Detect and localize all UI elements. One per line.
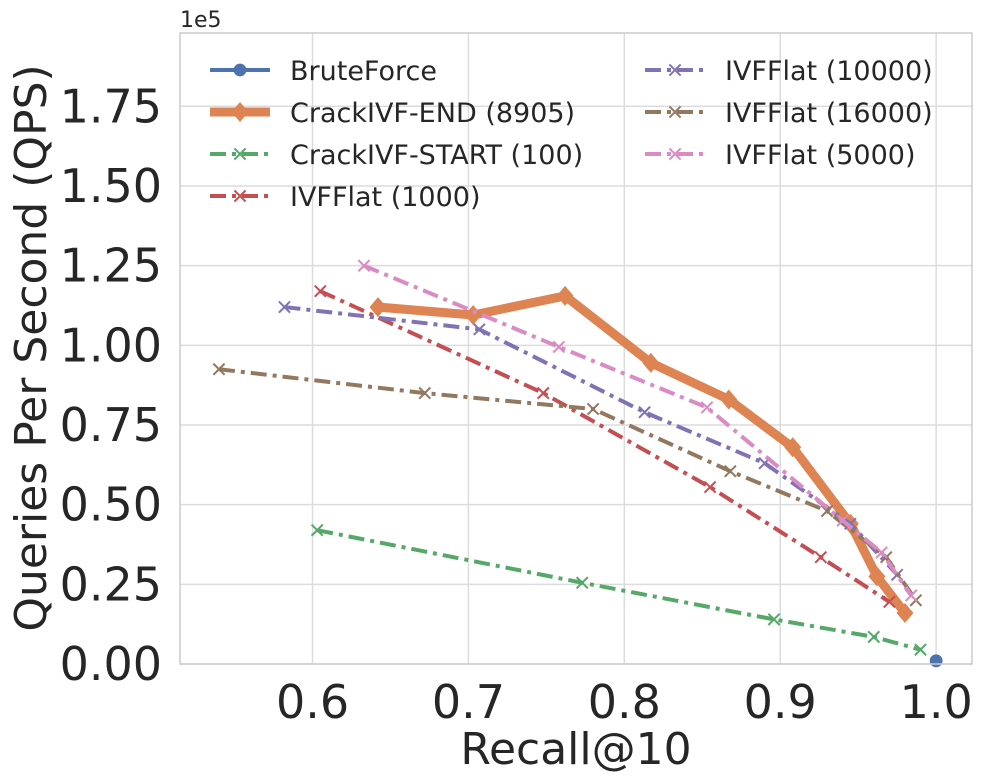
data-point: [867, 630, 881, 644]
data-point: [668, 63, 682, 77]
series-ivfflat-1000: [314, 284, 896, 609]
data-point: [700, 401, 714, 414]
data-point: [369, 297, 387, 318]
data-point: [642, 352, 660, 373]
data-point: [556, 285, 574, 306]
data-point: [314, 284, 327, 298]
y-tick-label: 1.25: [60, 239, 162, 293]
data-point: [767, 613, 781, 626]
data-point: [233, 63, 247, 77]
series-bruteforce: [929, 654, 943, 668]
data-point: [668, 147, 682, 161]
series-crackivf-start-100: [310, 523, 927, 656]
data-point: [212, 362, 226, 376]
data-point: [820, 504, 834, 518]
x-tick-label: 0.7: [432, 675, 505, 729]
data-point: [914, 643, 927, 656]
x-tick-label: 0.8: [588, 675, 661, 729]
legend-entry: IVFFlat (10000): [645, 56, 933, 87]
y-offset-label: 1e5: [180, 8, 222, 33]
series-ivfflat-5000: [357, 259, 918, 602]
x-axis-label: Recall@10: [460, 724, 691, 775]
y-axis-label: Queries Per Second (QPS): [6, 64, 57, 631]
data-point: [575, 576, 589, 590]
y-tick-label: 0.75: [60, 398, 162, 452]
legend-label: IVFFlat (5000): [725, 140, 916, 171]
data-point: [638, 405, 651, 419]
data-point: [784, 437, 802, 458]
legend-entry: IVFFlat (1000): [210, 182, 481, 213]
y-tick-label: 0.00: [60, 637, 162, 691]
data-point: [929, 654, 943, 668]
data-point: [418, 386, 432, 400]
series-line: [319, 289, 891, 604]
x-tick-label: 0.6: [276, 675, 349, 729]
y-tick-label: 1.75: [60, 79, 162, 133]
data-point: [883, 595, 896, 609]
y-tick-label: 0.25: [60, 557, 162, 611]
data-point: [904, 589, 918, 602]
data-point: [233, 189, 247, 203]
series-line: [363, 263, 913, 597]
series-line: [284, 305, 899, 577]
data-point: [310, 523, 324, 537]
legend-label: CrackIVF-START (100): [290, 140, 583, 171]
x-tick-labels: 0.6 0.7 0.8 0.9 1.0: [276, 675, 973, 729]
data-point: [703, 480, 717, 494]
grid: [180, 33, 972, 665]
legend-entry: BruteForce: [210, 56, 437, 87]
y-tick-labels: 0.00 0.25 0.50 0.75 1.00 1.25 1.50 1.75: [60, 79, 162, 691]
y-tick-label: 1.50: [60, 159, 162, 213]
data-point: [844, 517, 857, 531]
legend-label: IVFFlat (1000): [290, 182, 481, 213]
series-lines: [212, 259, 943, 668]
data-point: [536, 386, 550, 400]
legend-label: CrackIVF-END (8905): [290, 98, 575, 129]
legend-label: IVFFlat (16000): [725, 98, 933, 129]
data-point: [278, 300, 291, 314]
data-point: [668, 105, 682, 119]
y-tick-label: 0.50: [60, 478, 162, 532]
legend-entry: CrackIVF-END (8905): [210, 98, 575, 129]
data-point: [357, 259, 371, 272]
data-point: [720, 389, 738, 410]
data-point: [552, 340, 566, 354]
data-point: [231, 102, 249, 122]
data-point: [473, 323, 486, 336]
data-point: [233, 147, 247, 161]
data-point: [868, 566, 886, 587]
plot-frame: [179, 32, 973, 665]
x-tick-label: 1.0: [900, 675, 973, 729]
data-point: [875, 546, 888, 559]
data-point: [586, 402, 600, 416]
data-point: [724, 464, 737, 478]
legend-entry: IVFFlat (5000): [645, 140, 916, 171]
data-point: [814, 550, 828, 564]
series-line: [316, 528, 922, 652]
data-point: [836, 514, 849, 527]
x-tick-label: 0.9: [744, 675, 817, 729]
legend-label: IVFFlat (10000): [725, 56, 933, 87]
legend-entry: CrackIVF-START (100): [210, 140, 583, 171]
legend-entry: IVFFlat (16000): [645, 98, 933, 129]
data-point: [464, 305, 482, 326]
legend-label: BruteForce: [290, 56, 437, 87]
legend: BruteForce CrackIVF-END (8905) CrackIVF-ST…: [210, 56, 933, 213]
y-tick-label: 1.00: [60, 318, 162, 372]
data-point: [896, 603, 914, 624]
